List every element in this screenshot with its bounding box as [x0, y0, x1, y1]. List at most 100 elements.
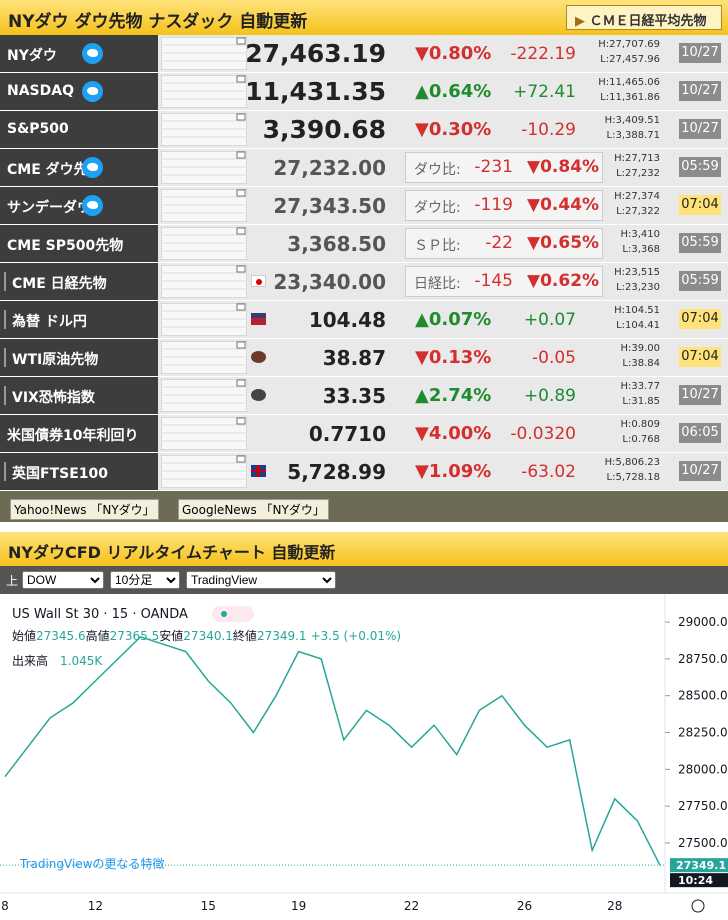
row-name-cell — [0, 187, 158, 224]
row-name-cell — [0, 453, 158, 490]
news-link[interactable]: GoogleNews 「NYダウ」 — [178, 499, 329, 520]
thumbnail-button — [236, 75, 246, 83]
price: 0.7710 — [308, 422, 386, 446]
x-tick-label: 26 — [517, 899, 532, 913]
status-dot — [221, 611, 227, 617]
row-name-cell — [0, 149, 158, 186]
source-select[interactable]: TradingView — [186, 571, 336, 589]
settings-icon[interactable] — [691, 899, 705, 913]
price: 104.48 — [308, 308, 386, 332]
row-name: VIX恐怖指数 — [12, 390, 95, 406]
quote-row[interactable]: 為替 ドル円 104.48 ▲0.07% +0.07 H:104.51 L:104.41 0… — [0, 301, 728, 338]
thumbnail-button — [236, 37, 246, 45]
flag-sun — [256, 279, 262, 285]
controls-label: 上 — [6, 574, 19, 588]
compare-label: ＳＰ比: — [414, 238, 461, 254]
ohlc-value: 27365.5 — [110, 629, 160, 643]
quote-row[interactable]: S&P500 3,390.68 ▼0.30% -10.29 H:3,409.51 L:3,… — [0, 111, 728, 148]
time: 07:04 — [679, 347, 721, 367]
compare-pct: ▼0.44% — [527, 195, 600, 215]
thumbnail[interactable] — [161, 189, 247, 222]
twitter-icon[interactable] — [82, 157, 103, 178]
row-name: 米国債券10年利回り — [7, 428, 139, 444]
controls: 上 DOW 10分足 TradingView — [0, 566, 728, 594]
change: +72.41 — [513, 82, 576, 102]
interval-select[interactable]: 10分足 — [110, 571, 180, 589]
compare-label: ダウ比: — [414, 200, 461, 216]
change: -222.19 — [510, 44, 576, 64]
compare-pct: ▼0.65% — [527, 233, 600, 253]
thumbnail-button — [236, 417, 246, 425]
low: L:23,230 — [616, 282, 660, 293]
ohlc-value: 27340.1 — [183, 629, 233, 643]
twitter-icon[interactable] — [82, 81, 103, 102]
volume-value: 1.045K — [60, 654, 103, 668]
high: H:27,374 — [614, 191, 660, 202]
time: 05:59 — [679, 271, 721, 291]
quote-row[interactable]: CME ダウ先物 27,232.00 ダウ比: -231 ▼0.84% H:27,713 L… — [0, 149, 728, 186]
promo-link[interactable]: TradingViewの更なる特徴 — [19, 856, 165, 871]
thumbnail[interactable] — [161, 417, 247, 450]
twitter-icon[interactable] — [82, 43, 103, 64]
thumbnail[interactable] — [161, 265, 247, 298]
compare-diff: -119 — [474, 195, 513, 215]
row-name: NYダウ — [7, 48, 57, 64]
quote-row[interactable]: サンデーダウ 27,343.50 ダウ比: -119 ▼0.44% H:27,374 L:2… — [0, 187, 728, 224]
time: 10/27 — [679, 385, 721, 405]
change-pct: ▼0.30% — [415, 119, 492, 140]
quote-row[interactable]: 米国債券10年利回り 0.7710 ▼4.00% -0.0320 H:0.809 L:0.… — [0, 415, 728, 452]
flag-icon — [251, 313, 266, 325]
thumbnail[interactable] — [161, 379, 247, 412]
flag-icon — [251, 465, 266, 477]
time: 06:05 — [679, 423, 721, 443]
high: H:33.77 — [620, 381, 660, 392]
thumbnail[interactable] — [161, 37, 247, 70]
row-name-cell — [0, 111, 158, 148]
row-name-cell — [0, 339, 158, 376]
compare-box — [405, 190, 603, 221]
thumbnail-button — [236, 303, 246, 311]
low: L:27,457.96 — [600, 54, 660, 65]
name-marker — [4, 462, 8, 481]
twitter-icon[interactable] — [82, 195, 103, 216]
quote-row[interactable]: CME SP500先物 3,368.50 ＳＰ比: -22 ▼0.65% H:3,410 L… — [0, 225, 728, 262]
thumbnail[interactable] — [161, 455, 247, 488]
low: L:3,368 — [622, 244, 660, 255]
compare-box — [405, 266, 603, 297]
quote-row[interactable]: NASDAQ 11,431.35 ▲0.64% +72.41 H:11,465.06 L:… — [0, 73, 728, 110]
thumbnail[interactable] — [161, 303, 247, 336]
row-name-cell — [0, 263, 158, 300]
news-link[interactable]: Yahoo!News 「NYダウ」 — [10, 499, 159, 520]
thumbnail[interactable] — [161, 341, 247, 374]
twitter-bird — [87, 87, 98, 95]
status-pill — [212, 606, 254, 622]
high: H:3,410 — [620, 229, 660, 240]
row-name-cell — [0, 301, 158, 338]
quote-row[interactable]: WTI原油先物 38.87 ▼0.13% -0.05 H:39.00 L:38.84 07:… — [0, 339, 728, 376]
nikkei-button[interactable]: ▶ ＣＭＥ日経平均先物 — [566, 5, 722, 30]
price: 38.87 — [322, 346, 386, 370]
symbol-select[interactable]: DOW — [22, 571, 104, 589]
ohlc-value: 27349.1 — [257, 629, 307, 643]
thumbnail[interactable] — [161, 75, 247, 108]
row-name: 英国FTSE100 — [12, 466, 108, 482]
high: H:39.00 — [620, 343, 660, 354]
row-name: CME 日経先物 — [12, 276, 107, 292]
price: 33.35 — [322, 384, 386, 408]
quote-row[interactable]: NYダウ 27,463.19 ▼0.80% -222.19 H:27,707.69 L:2… — [0, 35, 728, 72]
compare-diff: -22 — [485, 233, 513, 253]
row-name: 為替 ドル円 — [12, 314, 87, 330]
thumbnail[interactable] — [161, 151, 247, 184]
thumbnail[interactable] — [161, 227, 247, 260]
row-name: CME SP500先物 — [7, 238, 124, 254]
time: 10/27 — [679, 43, 721, 63]
last-price-label: 27349.1 — [676, 859, 726, 872]
price: 23,340.00 — [273, 270, 386, 294]
quote-row[interactable]: 英国FTSE100 5,728.99 ▼1.09% -63.02 H:5,806.23 L… — [0, 453, 728, 490]
thumbnail-button — [236, 379, 246, 387]
flag-icon — [251, 389, 266, 401]
ohlc-label: 安値 — [159, 628, 183, 643]
quote-row[interactable]: VIX恐怖指数 33.35 ▲2.74% +0.89 H:33.77 L:31.85 10/… — [0, 377, 728, 414]
thumbnail[interactable] — [161, 113, 247, 146]
quote-row[interactable]: CME 日経先物 23,340.00 日経比: -145 ▼0.62% H:23,515 L… — [0, 263, 728, 300]
